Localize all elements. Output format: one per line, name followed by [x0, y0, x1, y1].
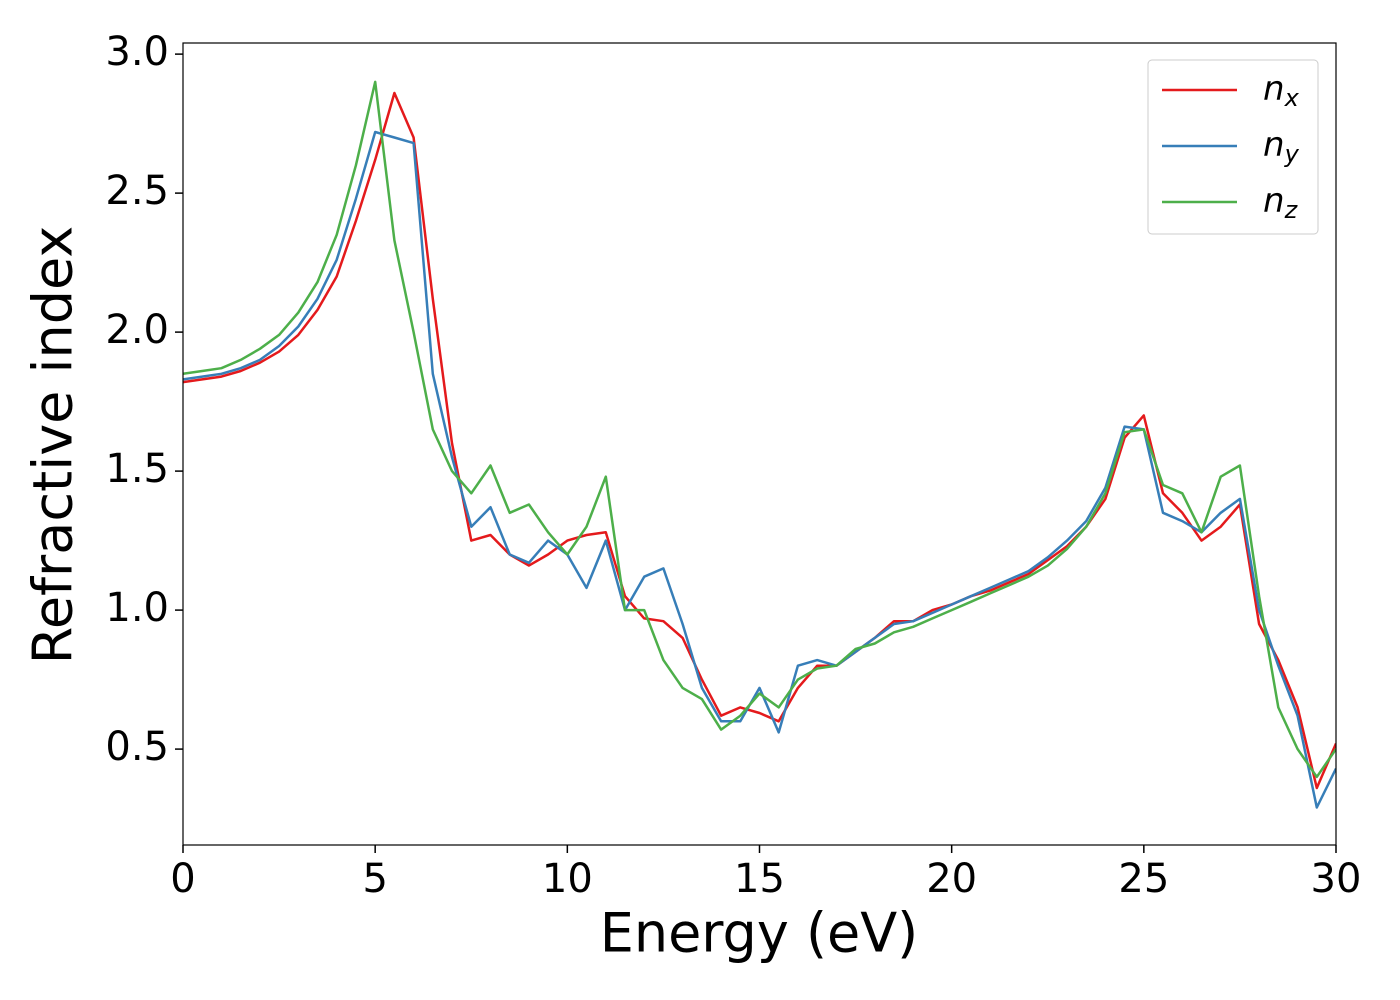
legend-label: nz [1263, 181, 1299, 225]
y-tick-label: 2.0 [105, 307, 169, 353]
y-tick-label: 3.0 [105, 29, 169, 75]
y-tick-label: 1.0 [105, 585, 169, 631]
x-tick-label: 10 [542, 856, 593, 902]
x-tick-label: 0 [170, 856, 195, 902]
legend-label: nx [1263, 69, 1300, 113]
plot-frame [182, 42, 1337, 846]
y-axis-label: Refractive index [22, 226, 85, 665]
series-line [183, 80, 1336, 779]
legend-label: ny [1263, 125, 1300, 169]
x-axis-label: Energy (eV) [600, 902, 919, 965]
x-tick-label: 15 [734, 856, 785, 902]
y-tick-label: 0.5 [105, 724, 169, 770]
x-tick-label: 5 [362, 856, 387, 902]
x-tick-label: 20 [926, 856, 977, 902]
x-tick-label: 25 [1118, 856, 1169, 902]
y-tick-label: 1.5 [105, 446, 169, 492]
series-line [183, 91, 1336, 790]
y-tick-label: 2.5 [105, 168, 169, 214]
x-tick-label: 30 [1311, 856, 1362, 902]
